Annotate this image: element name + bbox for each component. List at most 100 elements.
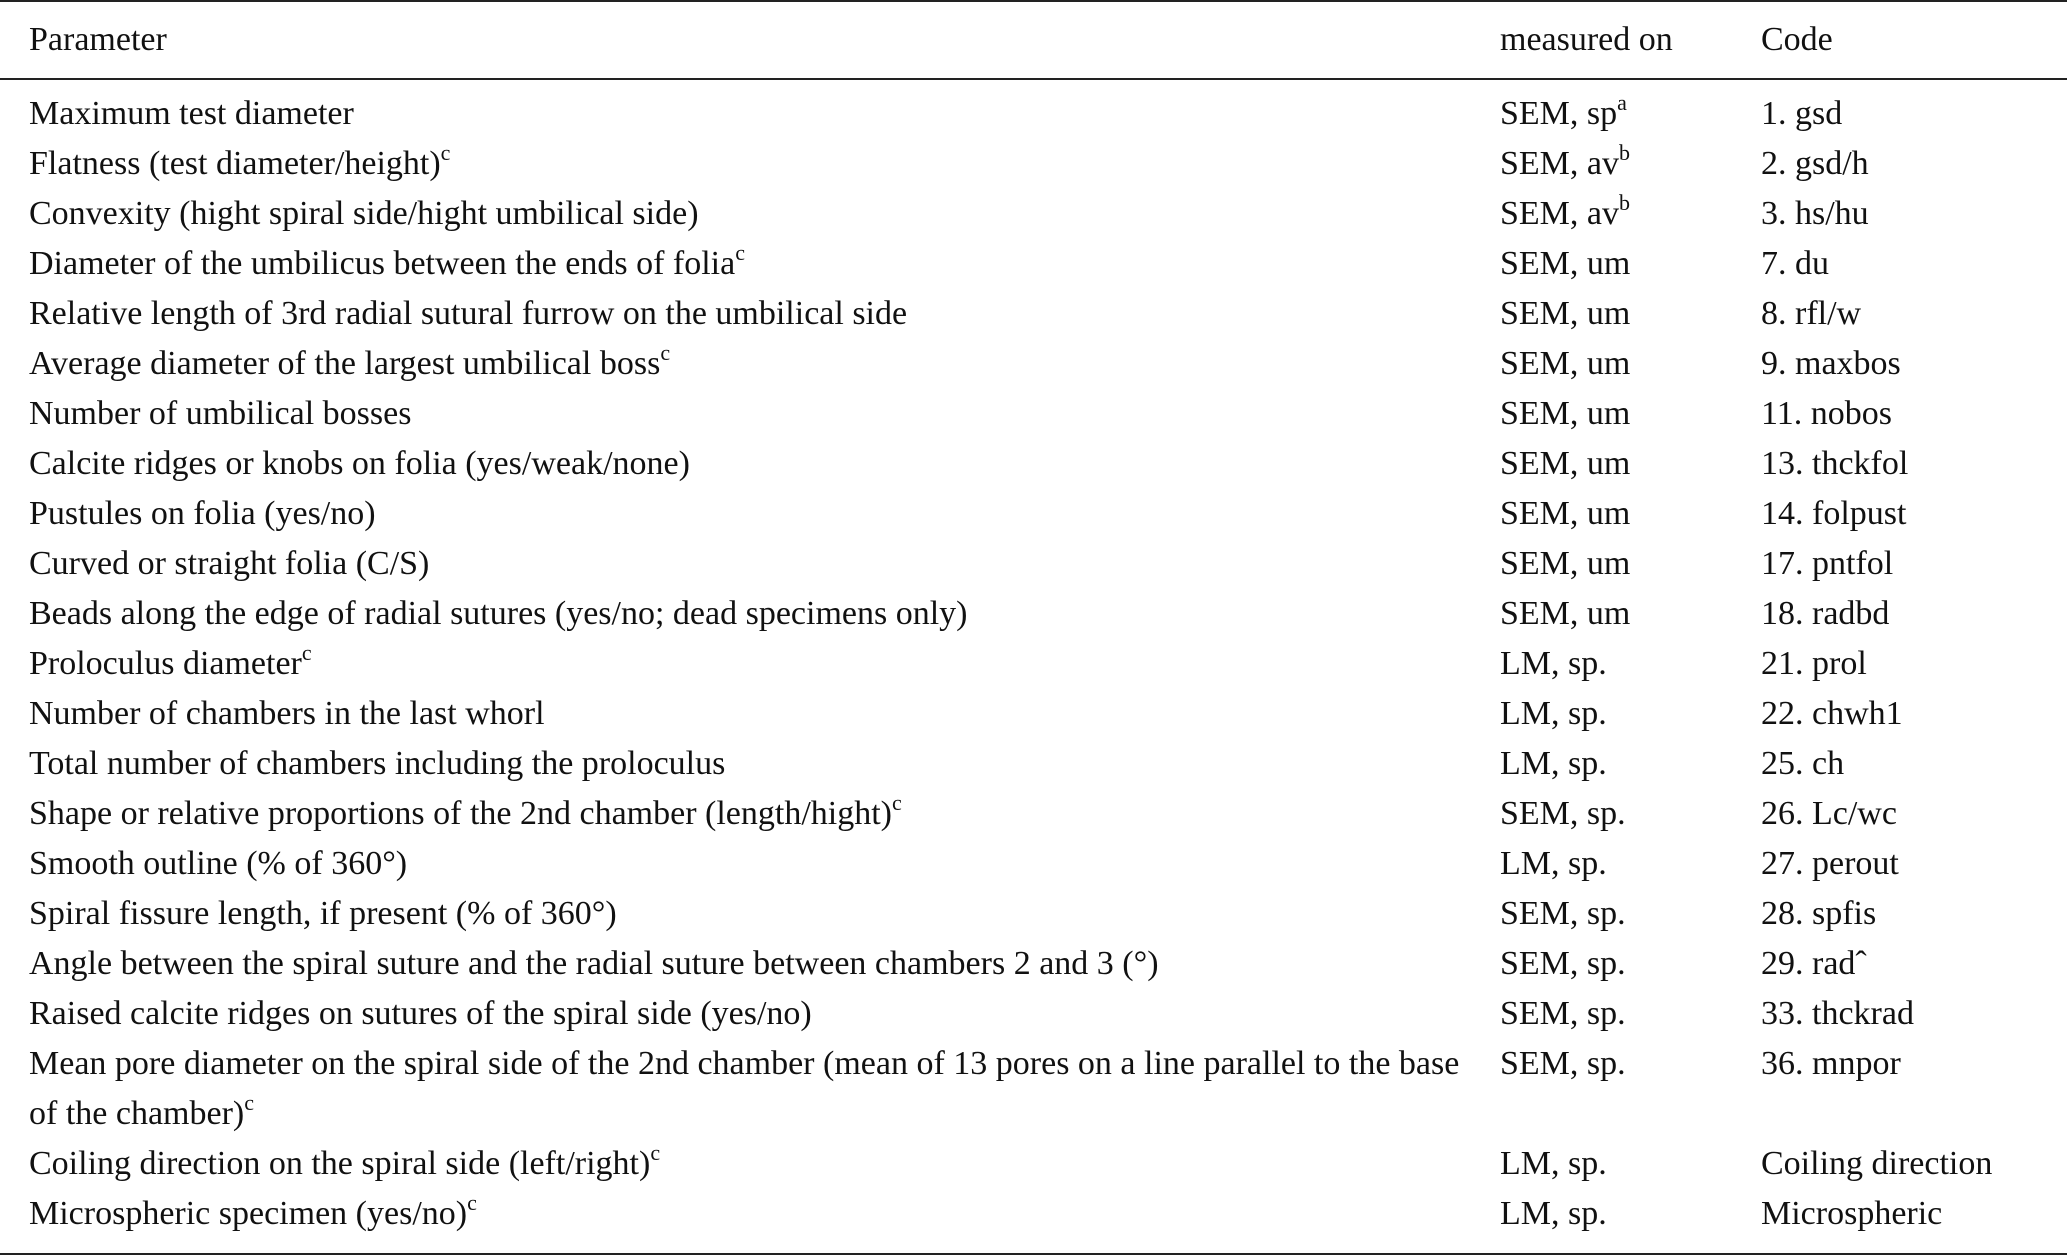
measured-text: LM, sp.	[1500, 745, 1607, 782]
measured-text: SEM, sp.	[1500, 995, 1626, 1032]
code-cell: 33. thckrad	[1761, 995, 1914, 1032]
parameter-text: Number of umbilical bosses	[29, 395, 412, 432]
parameter-text: Angle between the spiral suture and the …	[29, 945, 1159, 982]
measured-text: SEM, um	[1500, 295, 1631, 332]
footnote-mark: c	[735, 240, 745, 265]
parameter-cell: Beads along the edge of radial sutures (…	[0, 589, 1500, 639]
parameter-cell: Proloculus diameterc	[0, 639, 1500, 689]
parameter-cell: Coiling direction on the spiral side (le…	[0, 1139, 1500, 1189]
header-cell: measured on	[1500, 21, 1673, 58]
measured-cell: SEM, sp.	[1500, 939, 1761, 989]
measured-cell: SEM, um	[1500, 489, 1761, 539]
measured-text: SEM, um	[1500, 495, 1631, 532]
measured-text: SEM, um	[1500, 445, 1631, 482]
table-row: Calcite ridges or knobs on folia (yes/we…	[0, 439, 2067, 489]
table-row: Coiling direction on the spiral side (le…	[0, 1139, 2067, 1189]
parameter-text: Average diameter of the largest umbilica…	[29, 345, 661, 382]
measured-cell: SEM, sp.	[1500, 1039, 1761, 1139]
measured-text: SEM, um	[1500, 395, 1631, 432]
code-cell: 3. hs/hu	[1761, 195, 1869, 232]
measured-cell: SEM, um	[1500, 289, 1761, 339]
parameter-text: Mean pore diameter on the spiral side of…	[29, 1045, 1460, 1132]
measured-text: SEM, sp	[1500, 95, 1618, 132]
measured-cell: SEM, um	[1500, 239, 1761, 289]
measured-cell: LM, sp.	[1500, 689, 1761, 739]
parameter-text: Raised calcite ridges on sutures of the …	[29, 995, 812, 1032]
parameter-cell: Angle between the spiral suture and the …	[0, 939, 1500, 989]
parameter-cell: Smooth outline (% of 360°)	[0, 839, 1500, 889]
measured-text: SEM, um	[1500, 545, 1631, 582]
table-row: Microspheric specimen (yes/no)c LM, sp. Mi…	[0, 1189, 2067, 1254]
measured-cell: SEM, sp.	[1500, 989, 1761, 1039]
measured-text: LM, sp.	[1500, 695, 1607, 732]
measured-text: SEM, sp.	[1500, 945, 1626, 982]
measured-text: SEM, sp.	[1500, 1045, 1626, 1082]
measured-text: LM, sp.	[1500, 1145, 1607, 1182]
code-cell: 1. gsd	[1761, 95, 1843, 132]
header-cell: Parameter	[29, 21, 167, 58]
footnote-mark: c	[301, 640, 312, 665]
table-row: Number of chambers in the last whorl LM, …	[0, 689, 2067, 739]
measured-text: SEM, sp.	[1500, 895, 1626, 932]
code-cell: 36. mnpor	[1761, 1045, 1901, 1082]
table-row: Total number of chambers including the p…	[0, 739, 2067, 789]
measured-text: SEM, um	[1500, 595, 1631, 632]
parameter-cell: Shape or relative proportions of the 2nd…	[0, 789, 1500, 839]
table-row: Smooth outline (% of 360°) LM, sp. 27. per…	[0, 839, 2067, 889]
footnote-mark: b	[1619, 190, 1630, 215]
parameter-text: Microspheric specimen (yes/no)	[29, 1195, 468, 1232]
code-cell: Coiling direction	[1761, 1145, 1993, 1182]
parameter-text: Smooth outline (% of 360°)	[29, 845, 408, 882]
footnote-mark: c	[467, 1190, 477, 1215]
table-row: Number of umbilical bosses SEM, um 11. nob…	[0, 389, 2067, 439]
table-row: Flatness (test diameter/height)c SEM, avb…	[0, 139, 2067, 189]
parameter-cell: Microspheric specimen (yes/no)c	[0, 1189, 1500, 1254]
code-cell: 21. prol	[1761, 645, 1867, 682]
code-cell: Microspheric	[1761, 1195, 1943, 1232]
code-cell: 18. radbd	[1761, 595, 1890, 632]
code-cell: 26. Lc/wc	[1761, 795, 1897, 832]
measured-cell: LM, sp.	[1500, 739, 1761, 789]
parameter-text: Proloculus diameter	[29, 645, 302, 682]
parameter-cell: Mean pore diameter on the spiral side of…	[0, 1039, 1500, 1139]
measured-cell: SEM, um	[1500, 339, 1761, 389]
footnote-mark: c	[440, 140, 451, 165]
table-row: Diameter of the umbilicus between the en…	[0, 239, 2067, 289]
parameter-cell: Convexity (hight spiral side/hight umbil…	[0, 189, 1500, 239]
measured-cell: SEM, um	[1500, 589, 1761, 639]
code-cell: 8. rfl/w	[1761, 295, 1862, 332]
measured-text: SEM, av	[1500, 195, 1619, 232]
parameter-text: Relative length of 3rd radial sutural fu…	[29, 295, 908, 332]
measured-text: LM, sp.	[1500, 1195, 1607, 1232]
footnote-mark: c	[244, 1090, 254, 1115]
measured-text: SEM, av	[1500, 145, 1619, 182]
code-cell: 17. pntfol	[1761, 545, 1894, 582]
header-cell: Code	[1761, 21, 1833, 58]
measured-text: SEM, sp.	[1500, 795, 1626, 832]
measured-cell: SEM, avb	[1500, 189, 1761, 239]
measured-cell: LM, sp.	[1500, 639, 1761, 689]
table-body: Maximum test diameter SEM, spa 1. gsd Flatn…	[0, 79, 2067, 1254]
measured-cell: SEM, um	[1500, 539, 1761, 589]
measured-text: SEM, um	[1500, 245, 1631, 282]
parameter-text: Diameter of the umbilicus between the en…	[29, 245, 736, 282]
parameter-text: Calcite ridges or knobs on folia (yes/we…	[29, 445, 690, 482]
parameter-text: Curved or straight folia (C/S)	[29, 545, 430, 582]
measured-cell: LM, sp.	[1500, 839, 1761, 889]
footnote-mark: c	[891, 790, 902, 815]
measured-cell: SEM, sp.	[1500, 789, 1761, 839]
header-row: Parameter measured on Code	[0, 1, 2067, 79]
table-row: Convexity (hight spiral side/hight umbil…	[0, 189, 2067, 239]
measured-cell: SEM, avb	[1500, 139, 1761, 189]
parameter-cell: Number of chambers in the last whorl	[0, 689, 1500, 739]
measured-cell: SEM, sp.	[1500, 889, 1761, 939]
table-row: Mean pore diameter on the spiral side of…	[0, 1039, 2067, 1139]
parameter-text: Spiral fissure length, if present (% of …	[29, 895, 617, 932]
parameter-cell: Maximum test diameter	[0, 79, 1500, 139]
table-row: Proloculus diameterc LM, sp. 21. prol	[0, 639, 2067, 689]
table-row: Pustules on folia (yes/no) SEM, um 14. fol…	[0, 489, 2067, 539]
parameter-text: Shape or relative proportions of the 2nd…	[29, 795, 892, 832]
parameter-cell: Relative length of 3rd radial sutural fu…	[0, 289, 1500, 339]
table-row: Curved or straight folia (C/S) SEM, um 17.…	[0, 539, 2067, 589]
